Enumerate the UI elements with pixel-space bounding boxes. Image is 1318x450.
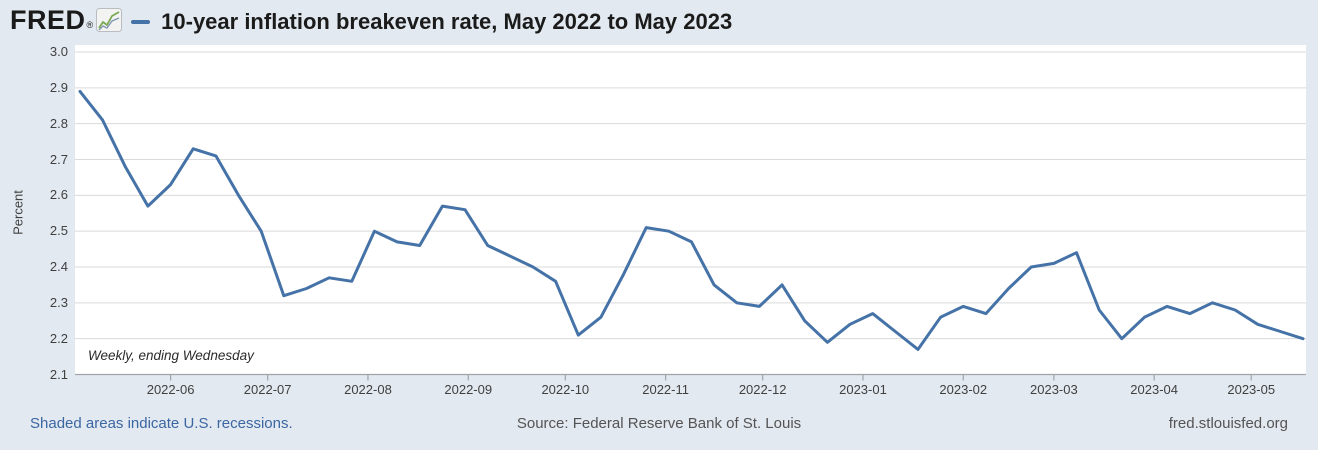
series-legend-dash-icon bbox=[131, 20, 151, 24]
chart-title: 10-year inflation breakeven rate, May 20… bbox=[161, 8, 733, 34]
chart-header: FRED ® 10-year inflation breakeven rate,… bbox=[0, 0, 1318, 44]
site-url-text: fred.stlouisfed.org bbox=[1168, 415, 1288, 432]
fred-logo-sparkline-icon bbox=[96, 8, 123, 37]
registered-trademark-symbol: ® bbox=[86, 20, 94, 30]
frequency-note: Weekly, ending Wednesday bbox=[88, 348, 254, 363]
chart-footer: Shaded areas indicate U.S. recessions. S… bbox=[0, 415, 1318, 437]
source-text: Source: Federal Reserve Bank of St. Loui… bbox=[516, 415, 802, 432]
fred-logo-text: FRED bbox=[10, 5, 86, 35]
data-line[interactable] bbox=[78, 89, 1305, 351]
y-axis-label: Percent bbox=[10, 190, 26, 235]
plot-area[interactable] bbox=[75, 45, 1306, 375]
recessions-link[interactable]: Shaded areas indicate U.S. recessions. bbox=[30, 415, 293, 432]
fred-logo[interactable]: FRED ® bbox=[10, 5, 123, 37]
